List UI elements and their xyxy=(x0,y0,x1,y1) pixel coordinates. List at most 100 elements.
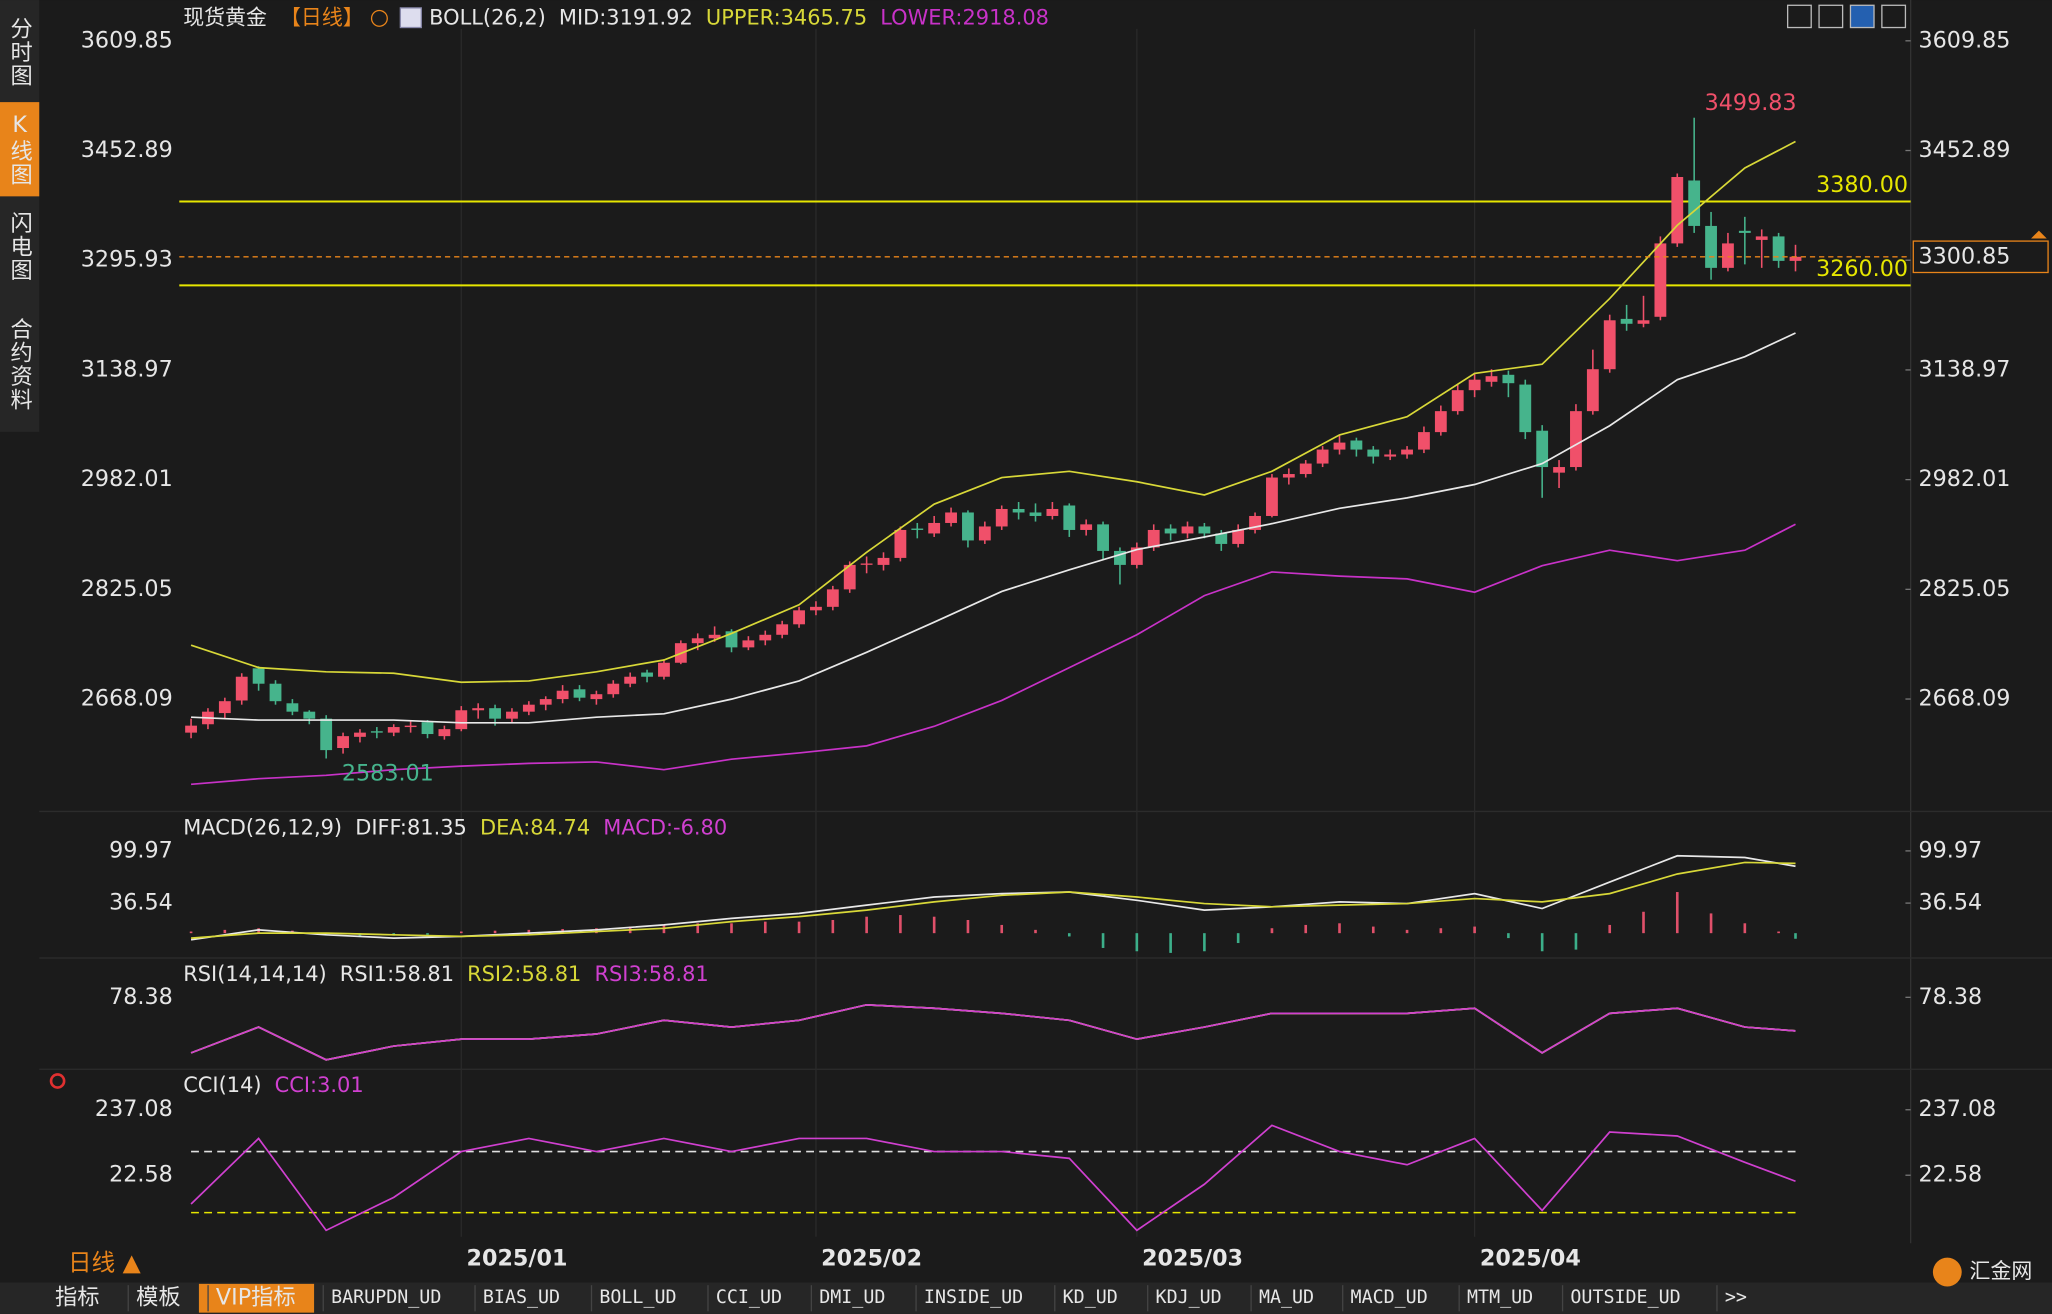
y-tick-label-right: 3609.85 xyxy=(1919,27,2011,53)
toolbar-button[interactable]: BIAS_UD xyxy=(483,1287,560,1308)
icon[interactable] xyxy=(1881,4,1907,29)
series-label: MID:3191.92 xyxy=(559,5,693,29)
toolbar-button[interactable]: >> xyxy=(1725,1287,1747,1308)
candle-body xyxy=(506,711,518,719)
toolbar-button[interactable]: VIP指标 xyxy=(216,1285,296,1311)
candle-body xyxy=(759,634,772,641)
toolbar-button[interactable]: MTM_UD xyxy=(1467,1287,1533,1308)
series-label: DEA:84.74 xyxy=(480,815,590,839)
y-tick-label: 3295.93 xyxy=(81,247,173,273)
candle-body xyxy=(1485,376,1498,382)
logo-icon xyxy=(1932,1257,1962,1287)
toolbar-button[interactable]: OUTSIDE_UD xyxy=(1570,1287,1680,1308)
toolbar-button[interactable]: DMI_UD xyxy=(819,1287,885,1308)
macd-bar xyxy=(1135,933,1139,952)
icon[interactable] xyxy=(1849,4,1875,29)
candle-body xyxy=(1232,529,1245,544)
candle-body xyxy=(1434,411,1447,433)
period: 【日线】 xyxy=(280,5,364,29)
icon[interactable] xyxy=(1786,4,1812,29)
candle-body xyxy=(641,672,653,677)
candle-body xyxy=(1755,236,1768,240)
candle-body xyxy=(455,710,468,730)
candle-body xyxy=(1249,515,1261,530)
candle-body xyxy=(1181,526,1194,534)
candle-body xyxy=(320,718,333,751)
y-tick-label-right: 3452.89 xyxy=(1919,137,2011,163)
toolbar-button[interactable]: MA_UD xyxy=(1259,1287,1314,1308)
sidebar-tab[interactable]: 合约资料 xyxy=(7,317,33,412)
candle-body xyxy=(185,725,197,733)
series-label: RSI2:58.81 xyxy=(467,962,581,986)
candle-body xyxy=(708,634,721,639)
level-label: 3380.00 xyxy=(1816,172,1908,198)
sidebar-tab[interactable]: K线图 xyxy=(7,112,33,186)
low-label: 2583.01 xyxy=(342,761,434,787)
toolbar-button[interactable]: INSIDE_UD xyxy=(924,1287,1023,1308)
candle-body xyxy=(1401,449,1413,455)
toolbar-button[interactable]: BARUPDN_UD xyxy=(331,1287,441,1308)
candle-body xyxy=(1198,526,1211,534)
candle-body xyxy=(1451,390,1464,412)
candle-body xyxy=(1671,177,1684,244)
candle-body xyxy=(894,529,907,558)
candle-body xyxy=(1705,225,1717,268)
y-tick-label: 22.58 xyxy=(109,1162,173,1188)
y-tick-label-right: 2982.01 xyxy=(1919,466,2011,492)
candle-body xyxy=(1468,379,1481,391)
y-tick-label: 3452.89 xyxy=(81,137,173,163)
macd-bar xyxy=(932,916,936,934)
candle-body xyxy=(1620,318,1633,324)
toolbar-button[interactable]: 指标 xyxy=(55,1285,99,1311)
candle-body xyxy=(218,701,231,714)
macd-bar xyxy=(1507,933,1510,939)
macd-bar xyxy=(223,929,227,934)
candle-body xyxy=(911,528,924,530)
toolbar-button[interactable]: CCI_UD xyxy=(716,1287,782,1308)
y-tick-label: 36.54 xyxy=(109,890,173,916)
macd-bar xyxy=(899,915,902,934)
macd-bar xyxy=(493,930,497,934)
macd-bar xyxy=(1169,933,1172,953)
candle-body xyxy=(1688,180,1701,226)
candle-body xyxy=(1097,524,1109,551)
candle-body xyxy=(539,699,552,705)
x-tick-label: 2025/03 xyxy=(1142,1245,1243,1271)
candle-body xyxy=(843,564,856,590)
macd-bar xyxy=(831,919,835,934)
y-tick-label: 237.08 xyxy=(95,1096,173,1122)
macd-bar xyxy=(763,921,767,934)
candle-body xyxy=(1570,411,1582,468)
icon[interactable] xyxy=(1818,4,1844,29)
toolbar-button[interactable]: 模板 xyxy=(136,1285,180,1311)
toolbar-button[interactable]: MACD_UD xyxy=(1351,1287,1428,1308)
toolbar-button[interactable]: KDJ_UD xyxy=(1156,1287,1222,1308)
macd-bar xyxy=(865,916,868,934)
macd-bar xyxy=(696,923,700,934)
candle-body xyxy=(1738,230,1751,233)
macd-bar xyxy=(1473,926,1476,934)
macd-bar xyxy=(459,931,463,934)
series-label: LOWER:2918.08 xyxy=(880,5,1049,29)
candle-body xyxy=(489,708,501,719)
candle-body xyxy=(658,662,670,677)
series-label: MACD:-6.80 xyxy=(603,815,727,839)
macd-bar xyxy=(1439,928,1443,934)
period-selector[interactable]: 日线 ▲ xyxy=(68,1249,142,1277)
macd-bar xyxy=(1101,933,1105,948)
candle-body xyxy=(1114,550,1126,565)
sidebar-tab[interactable]: 闪电图 xyxy=(7,211,33,282)
toolbar-button[interactable]: BOLL_UD xyxy=(599,1287,676,1308)
symbol: 现货黄金 xyxy=(183,5,267,29)
macd-bar xyxy=(1034,929,1037,934)
candle-body xyxy=(1080,524,1093,530)
candle-body xyxy=(1536,430,1549,468)
y-tick-label-right: 3138.97 xyxy=(1919,356,2011,382)
candle-body xyxy=(1299,463,1312,475)
indicator-line xyxy=(191,861,1796,939)
candle-body xyxy=(1603,320,1616,370)
toolbar-button[interactable]: KD_UD xyxy=(1063,1287,1118,1308)
sidebar-tab[interactable]: 分时图 xyxy=(7,17,33,88)
level-label: 3260.00 xyxy=(1816,256,1908,282)
